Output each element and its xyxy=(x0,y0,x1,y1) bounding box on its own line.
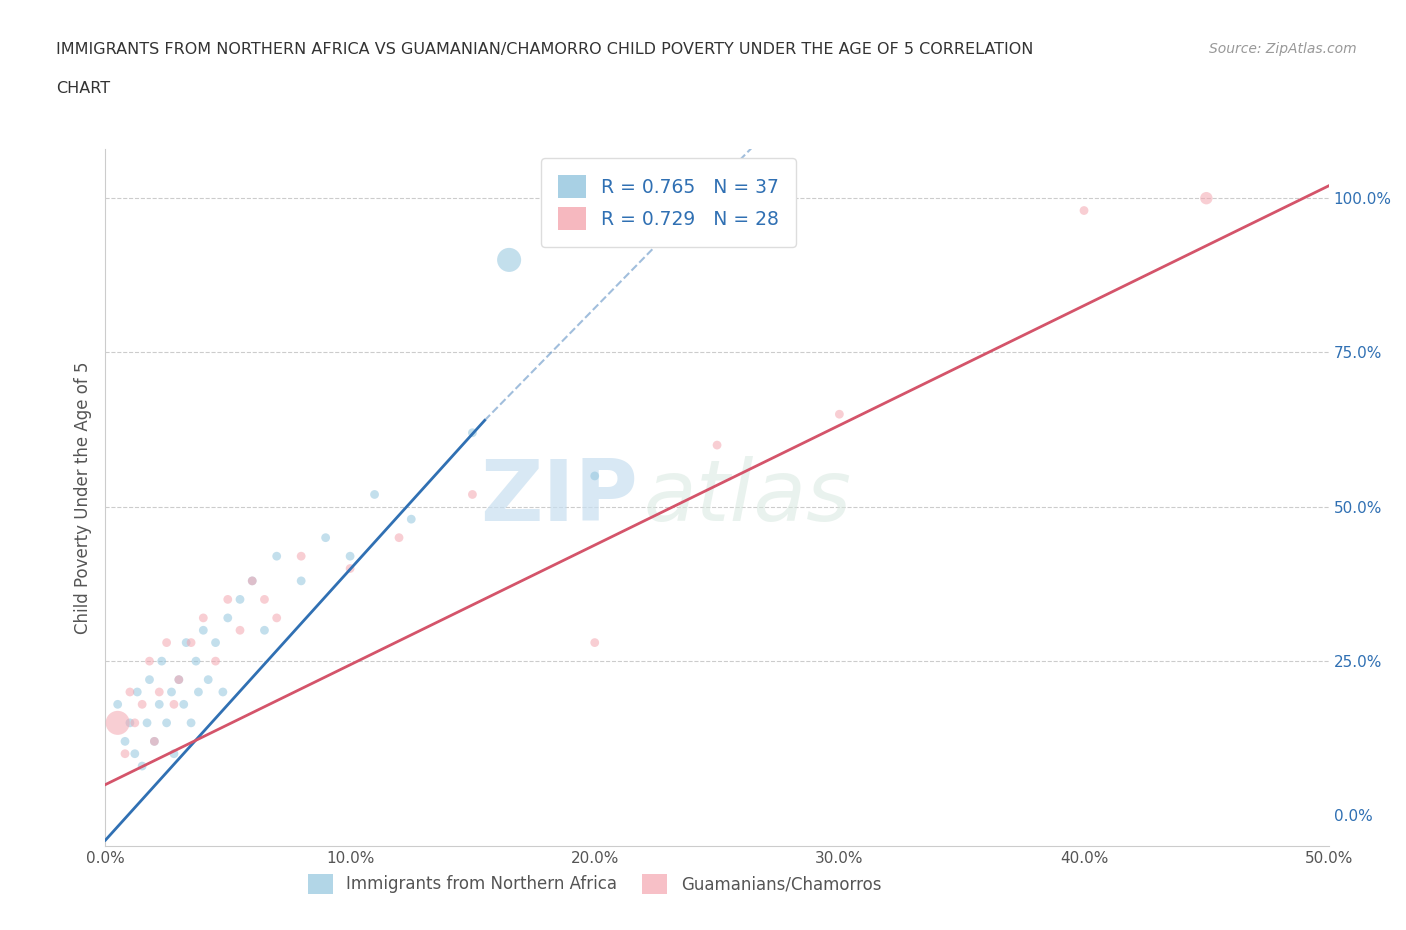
Point xyxy=(217,592,239,607)
Point xyxy=(180,635,202,650)
Point xyxy=(184,654,207,669)
Point xyxy=(1195,191,1218,206)
Point xyxy=(107,715,129,730)
Point xyxy=(156,635,179,650)
Point xyxy=(240,574,263,589)
Point xyxy=(193,623,215,638)
Point xyxy=(118,715,141,730)
Point xyxy=(706,438,728,453)
Point xyxy=(204,654,226,669)
Point xyxy=(461,487,484,502)
Point xyxy=(131,759,153,774)
Point xyxy=(163,697,186,711)
Point xyxy=(131,697,153,711)
Point xyxy=(339,549,361,564)
Point xyxy=(143,734,166,749)
Point xyxy=(156,715,179,730)
Text: CHART: CHART xyxy=(56,81,110,96)
Point xyxy=(1073,203,1095,218)
Point xyxy=(167,672,190,687)
Point xyxy=(187,684,209,699)
Point xyxy=(217,610,239,625)
Point xyxy=(180,715,202,730)
Point xyxy=(138,672,160,687)
Point xyxy=(138,654,160,669)
Point xyxy=(498,252,520,267)
Point xyxy=(197,672,219,687)
Point xyxy=(193,610,215,625)
Point xyxy=(583,469,606,484)
Point xyxy=(229,623,252,638)
Point xyxy=(229,592,252,607)
Point xyxy=(174,635,197,650)
Point xyxy=(143,734,166,749)
Point xyxy=(212,684,235,699)
Point xyxy=(339,561,361,576)
Point xyxy=(461,425,484,440)
Point xyxy=(114,746,136,761)
Point xyxy=(315,530,337,545)
Point xyxy=(583,635,606,650)
Point xyxy=(124,746,146,761)
Point xyxy=(163,746,186,761)
Point xyxy=(828,406,851,421)
Point xyxy=(124,715,146,730)
Point xyxy=(114,734,136,749)
Point xyxy=(363,487,385,502)
Point xyxy=(167,672,190,687)
Legend: Immigrants from Northern Africa, Guamanians/Chamorros: Immigrants from Northern Africa, Guamani… xyxy=(301,867,889,901)
Point xyxy=(388,530,411,545)
Point xyxy=(290,574,312,589)
Point xyxy=(204,635,226,650)
Point xyxy=(173,697,195,711)
Point xyxy=(160,684,183,699)
Text: Source: ZipAtlas.com: Source: ZipAtlas.com xyxy=(1209,42,1357,56)
Point xyxy=(240,574,263,589)
Text: atlas: atlas xyxy=(644,456,852,539)
Point xyxy=(107,697,129,711)
Point xyxy=(148,684,170,699)
Y-axis label: Child Poverty Under the Age of 5: Child Poverty Under the Age of 5 xyxy=(75,361,93,634)
Point xyxy=(150,654,173,669)
Point xyxy=(148,697,170,711)
Point xyxy=(136,715,159,730)
Point xyxy=(253,623,276,638)
Text: ZIP: ZIP xyxy=(479,456,637,539)
Point xyxy=(266,610,288,625)
Point xyxy=(253,592,276,607)
Point xyxy=(127,684,149,699)
Point xyxy=(118,684,141,699)
Text: IMMIGRANTS FROM NORTHERN AFRICA VS GUAMANIAN/CHAMORRO CHILD POVERTY UNDER THE AG: IMMIGRANTS FROM NORTHERN AFRICA VS GUAMA… xyxy=(56,42,1033,57)
Point xyxy=(290,549,312,564)
Point xyxy=(401,512,423,526)
Point xyxy=(266,549,288,564)
